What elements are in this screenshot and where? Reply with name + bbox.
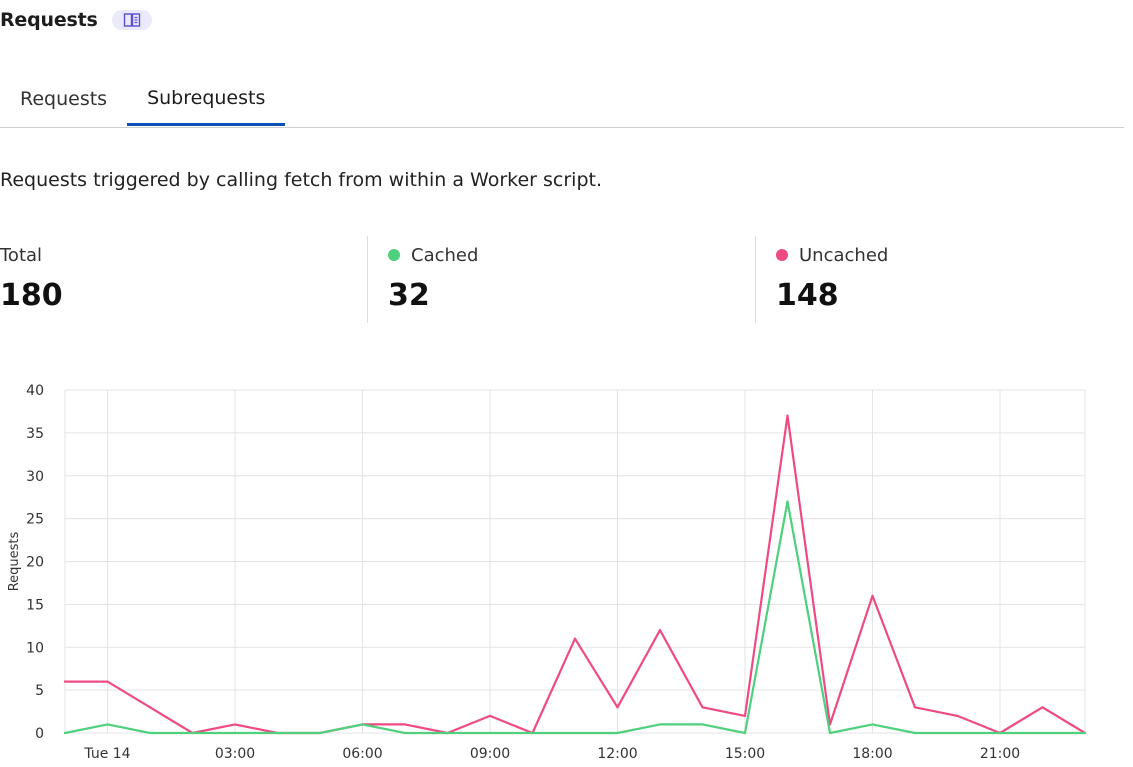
- uncached-data-point: [148, 706, 152, 709]
- docs-link-button[interactable]: [111, 10, 152, 30]
- cached-data-point: [148, 731, 152, 735]
- uncached-legend-dot-icon: [776, 249, 788, 261]
- stat-total: Total 180: [0, 236, 63, 324]
- x-tick-label: 03:00: [215, 746, 255, 762]
- cached-data-point: [1041, 731, 1044, 735]
- cached-data-point: [871, 723, 874, 726]
- stats-row: Total 180 Cached 32 Uncached 148: [0, 236, 1133, 324]
- cached-data-point: [743, 731, 747, 735]
- book-icon: [123, 13, 140, 27]
- cached-data-point: [786, 500, 789, 503]
- y-axis-label: Requests: [7, 531, 22, 591]
- uncached-data-point: [743, 714, 747, 717]
- x-tick-label: 09:00: [470, 746, 510, 762]
- tab-subrequests[interactable]: Subrequests: [127, 72, 286, 126]
- cached-data-point: [1083, 731, 1087, 735]
- tab-bar: Requests Subrequests: [0, 72, 1124, 128]
- uncached-data-point: [871, 594, 874, 597]
- stat-cached-value: 32: [388, 278, 430, 313]
- cached-data-point: [616, 731, 619, 735]
- y-tick-label: 15: [26, 597, 44, 613]
- uncached-data-point: [701, 706, 704, 709]
- subrequests-chart: 0 5 10 15 20 25 30 35 40 Tue 14 03:00 06:00 09:00 12:…: [0, 370, 1133, 767]
- cached-data-point: [658, 723, 662, 726]
- cached-data-point: [446, 731, 449, 735]
- cached-data-point: [531, 731, 534, 735]
- cached-series-line: [63, 500, 1087, 735]
- y-tick-label: 35: [26, 426, 44, 442]
- stat-uncached: Uncached 148: [776, 236, 888, 324]
- cached-data-point: [318, 731, 322, 735]
- panel-title: Requests: [0, 9, 98, 31]
- y-tick-label: 25: [26, 512, 44, 528]
- uncached-data-point: [573, 637, 577, 640]
- uncached-data-point: [616, 706, 619, 709]
- x-tick-label: Tue 14: [83, 746, 130, 762]
- uncached-data-point: [63, 680, 67, 683]
- x-tick-label: 15:00: [725, 746, 765, 762]
- uncached-data-point: [658, 629, 662, 632]
- cached-data-point: [403, 731, 407, 735]
- y-tick-label: 0: [35, 726, 44, 742]
- cached-data-point: [276, 731, 279, 735]
- uncached-data-point: [956, 714, 959, 717]
- x-tick-label: 06:00: [342, 746, 382, 762]
- cached-data-point: [191, 731, 194, 735]
- chart-canvas[interactable]: 0 5 10 15 20 25 30 35 40 Tue 14 03:00 06:00 09:00 12:…: [0, 370, 1133, 767]
- uncached-data-point: [233, 723, 237, 726]
- x-tick-label: 18:00: [852, 746, 892, 762]
- uncached-data-point: [403, 723, 407, 726]
- cached-legend-dot-icon: [388, 249, 400, 261]
- cached-data-point: [998, 731, 1002, 735]
- stat-divider: [755, 236, 756, 323]
- cached-data-point: [488, 731, 492, 735]
- cached-data-point: [913, 731, 917, 735]
- cached-data-point: [956, 731, 959, 735]
- y-tick-label: 5: [35, 683, 44, 699]
- cached-data-point: [828, 731, 832, 735]
- stat-cached-label: Cached: [411, 244, 479, 266]
- cached-data-point: [233, 731, 237, 735]
- cached-data-point: [573, 731, 577, 735]
- cached-data-point: [106, 723, 109, 726]
- panel-header: Requests: [0, 6, 152, 34]
- y-tick-label: 30: [26, 469, 44, 485]
- cached-data-point: [701, 723, 704, 726]
- stat-uncached-label: Uncached: [799, 244, 889, 266]
- uncached-data-point: [786, 414, 789, 417]
- y-tick-label: 10: [26, 640, 44, 656]
- uncached-data-point: [106, 680, 109, 683]
- uncached-series-line: [63, 414, 1087, 735]
- tab-requests[interactable]: Requests: [20, 88, 108, 110]
- uncached-data-point: [488, 714, 492, 717]
- uncached-data-point: [913, 706, 917, 709]
- stat-total-label: Total: [0, 244, 43, 266]
- uncached-data-point: [1041, 706, 1044, 709]
- y-tick-label: 20: [26, 555, 44, 571]
- y-tick-label: 40: [26, 383, 44, 399]
- stat-total-value: 180: [0, 278, 63, 313]
- stat-divider: [367, 236, 368, 323]
- x-tick-label: 12:00: [597, 746, 637, 762]
- cached-data-point: [361, 723, 364, 726]
- stat-uncached-value: 148: [776, 278, 839, 313]
- cached-data-point: [63, 731, 67, 735]
- description-text: Requests triggered by calling fetch from…: [0, 169, 602, 191]
- x-tick-label: 21:00: [980, 746, 1020, 762]
- stat-cached: Cached 32: [388, 236, 478, 324]
